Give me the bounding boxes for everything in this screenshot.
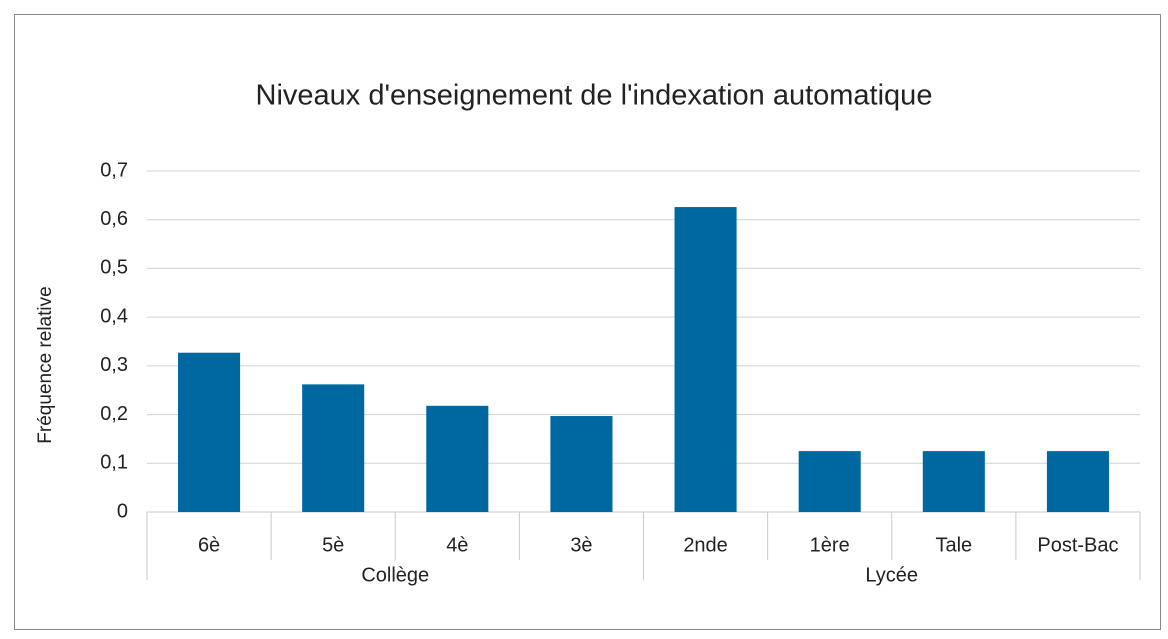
bar: [178, 352, 241, 512]
x-tick-label: Post-Bac: [1037, 534, 1118, 556]
group-label: Collège: [361, 564, 429, 586]
x-tick-label: 4è: [446, 534, 468, 556]
y-tick-label: 0,4: [100, 305, 128, 327]
chart-frame: [14, 14, 1161, 630]
x-tick-label: 5è: [322, 534, 344, 556]
x-tick-label: 1ère: [810, 534, 850, 556]
y-tick-label: 0,2: [100, 403, 128, 425]
bar: [302, 384, 365, 512]
bar: [674, 207, 737, 512]
y-tick-label: 0,7: [100, 159, 128, 181]
y-tick-label: 0,6: [100, 208, 128, 230]
x-tick-label: 2nde: [683, 534, 728, 556]
bar: [426, 405, 489, 512]
group-label: Lycée: [865, 564, 918, 586]
y-tick-label: 0,5: [100, 257, 128, 279]
y-tick-label: 0,1: [100, 452, 128, 474]
y-tick-label: 0,3: [100, 354, 128, 376]
y-axis-label: Fréquence relative: [35, 286, 56, 443]
bar: [1046, 451, 1109, 512]
bar: [798, 451, 861, 512]
bar: [922, 451, 985, 512]
bar: [550, 416, 613, 512]
y-tick-label: 0: [117, 500, 128, 522]
x-tick-label: 3è: [570, 534, 592, 556]
x-tick-label: 6è: [198, 534, 220, 556]
x-tick-label: Tale: [935, 534, 972, 556]
chart-title: Niveaux d'enseignement de l'indexation a…: [256, 80, 933, 112]
